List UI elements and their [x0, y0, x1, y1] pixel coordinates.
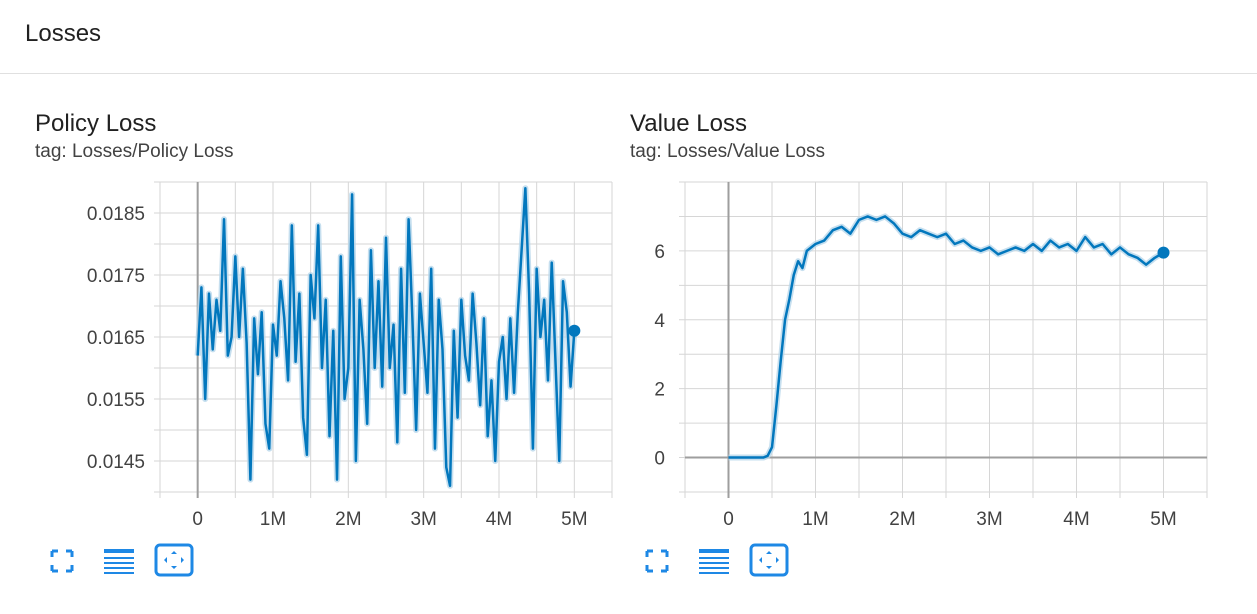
card-tag: tag: Losses/Value Loss — [630, 141, 826, 162]
x-tick-label: 3M — [976, 509, 1002, 530]
card-title: Policy Loss — [35, 110, 157, 137]
section-title: Losses — [25, 20, 102, 47]
policy-loss-chart[interactable]: 0 1M 2M 3M 4M 5M 0.0145 0.0155 0.0165 0.0175 0.018… — [0, 100, 620, 540]
y-tick-label: 0.0155 — [87, 390, 145, 411]
data-table-icon[interactable] — [100, 543, 138, 577]
y-tick-label: 0.0175 — [87, 266, 145, 287]
y-tick-label: 0 — [654, 449, 665, 470]
y-tick-label: 4 — [654, 311, 665, 332]
card-tag: tag: Losses/Policy Loss — [35, 141, 234, 162]
grid — [679, 181, 1208, 498]
y-tick-label: 0.0145 — [87, 452, 145, 473]
fit-domain-icon[interactable] — [154, 543, 194, 577]
last-point-marker — [568, 324, 581, 337]
x-tick-label: 5M — [561, 509, 587, 530]
smoothed-series-line — [728, 215, 1165, 459]
x-tick-label: 2M — [335, 509, 361, 530]
y-tick-label: 0.0185 — [87, 204, 145, 225]
x-tick-label: 3M — [410, 509, 436, 530]
last-point-marker — [1157, 246, 1170, 259]
fit-domain-icon[interactable] — [749, 543, 789, 577]
x-tick-label: 0 — [192, 509, 203, 530]
x-tick-label: 5M — [1150, 509, 1176, 530]
expand-icon[interactable] — [40, 543, 78, 577]
y-tick-label: 0.0165 — [87, 328, 145, 349]
x-tick-label: 0 — [723, 509, 734, 530]
x-tick-label: 1M — [802, 509, 828, 530]
expand-icon[interactable] — [635, 543, 673, 577]
card-title: Value Loss — [630, 110, 747, 137]
x-tick-label: 2M — [889, 509, 915, 530]
x-tick-label: 4M — [486, 509, 512, 530]
y-tick-label: 6 — [654, 242, 665, 263]
data-table-icon[interactable] — [695, 543, 733, 577]
chart-card-policy-loss: Policy Loss tag: Losses/Policy Loss 0 1M 2… — [0, 100, 613, 600]
x-tick-label: 4M — [1063, 509, 1089, 530]
chart-card-value-loss: Value Loss tag: Losses/Value Loss 0 1M 2M 3… — [595, 100, 1208, 600]
smoothed-series-line — [196, 186, 576, 488]
y-tick-label: 2 — [654, 380, 665, 401]
x-tick-label: 1M — [260, 509, 286, 530]
value-loss-chart[interactable]: 0 1M 2M 3M 4M 5M 0 2 4 6 — [595, 100, 1235, 540]
section-header: Losses — [0, 0, 1257, 74]
